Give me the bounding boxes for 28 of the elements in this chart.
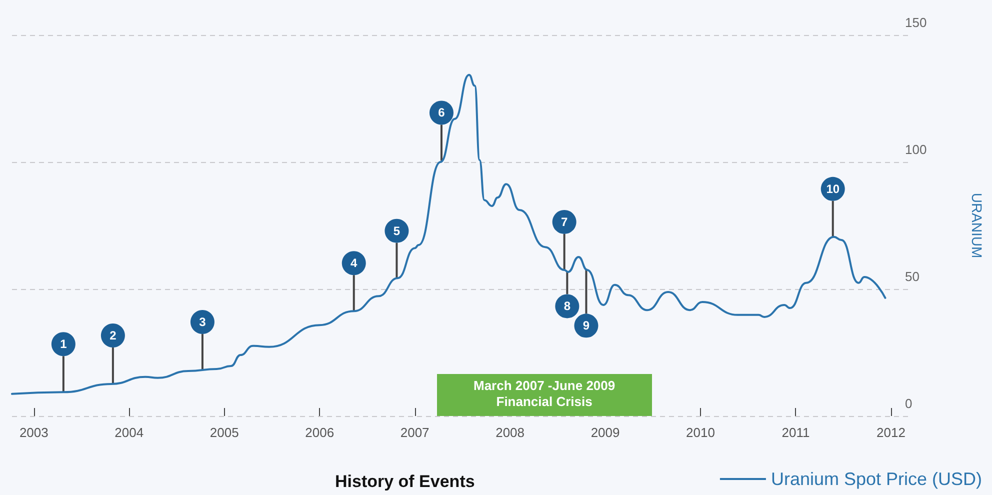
y-tick-label: 50 [905, 269, 920, 284]
annotation: 2 [110, 328, 117, 342]
annotation: 9 [582, 318, 590, 333]
annotation: 8 [564, 299, 571, 314]
text: History of Events [335, 472, 475, 491]
x-tick-label: 2012 [876, 425, 906, 440]
x-tick-label: 2004 [114, 425, 144, 440]
x-tick-label: 2003 [19, 425, 48, 440]
annotation: 3 [199, 315, 206, 330]
y-tick-label: 0 [905, 396, 912, 411]
x-tick-label: 2009 [590, 425, 620, 440]
legend-label: Uranium Spot Price (USD) [770, 469, 982, 489]
y-tick-label: 150 [905, 15, 927, 30]
x-tick-label: 2010 [686, 425, 715, 440]
annotation: 6 [438, 106, 446, 120]
x-tick-label: 2005 [210, 425, 239, 440]
y-tick-label: 100 [905, 142, 927, 157]
annotation: 10 [826, 182, 840, 196]
annotation: 1 [60, 337, 68, 352]
x-tick-label: 2006 [305, 425, 334, 440]
band-label: March 2007 -June 2009 Financial Crisis [436, 374, 652, 416]
x-tick-label: 2007 [400, 425, 430, 440]
annotation: 4 [350, 256, 358, 270]
annotation: 5 [393, 224, 400, 238]
annotation: 7 [560, 214, 568, 229]
y-axis-title: URANIUM [969, 192, 985, 258]
x-tick-label: 2011 [782, 425, 810, 440]
x-tick-label: 2008 [496, 425, 525, 440]
